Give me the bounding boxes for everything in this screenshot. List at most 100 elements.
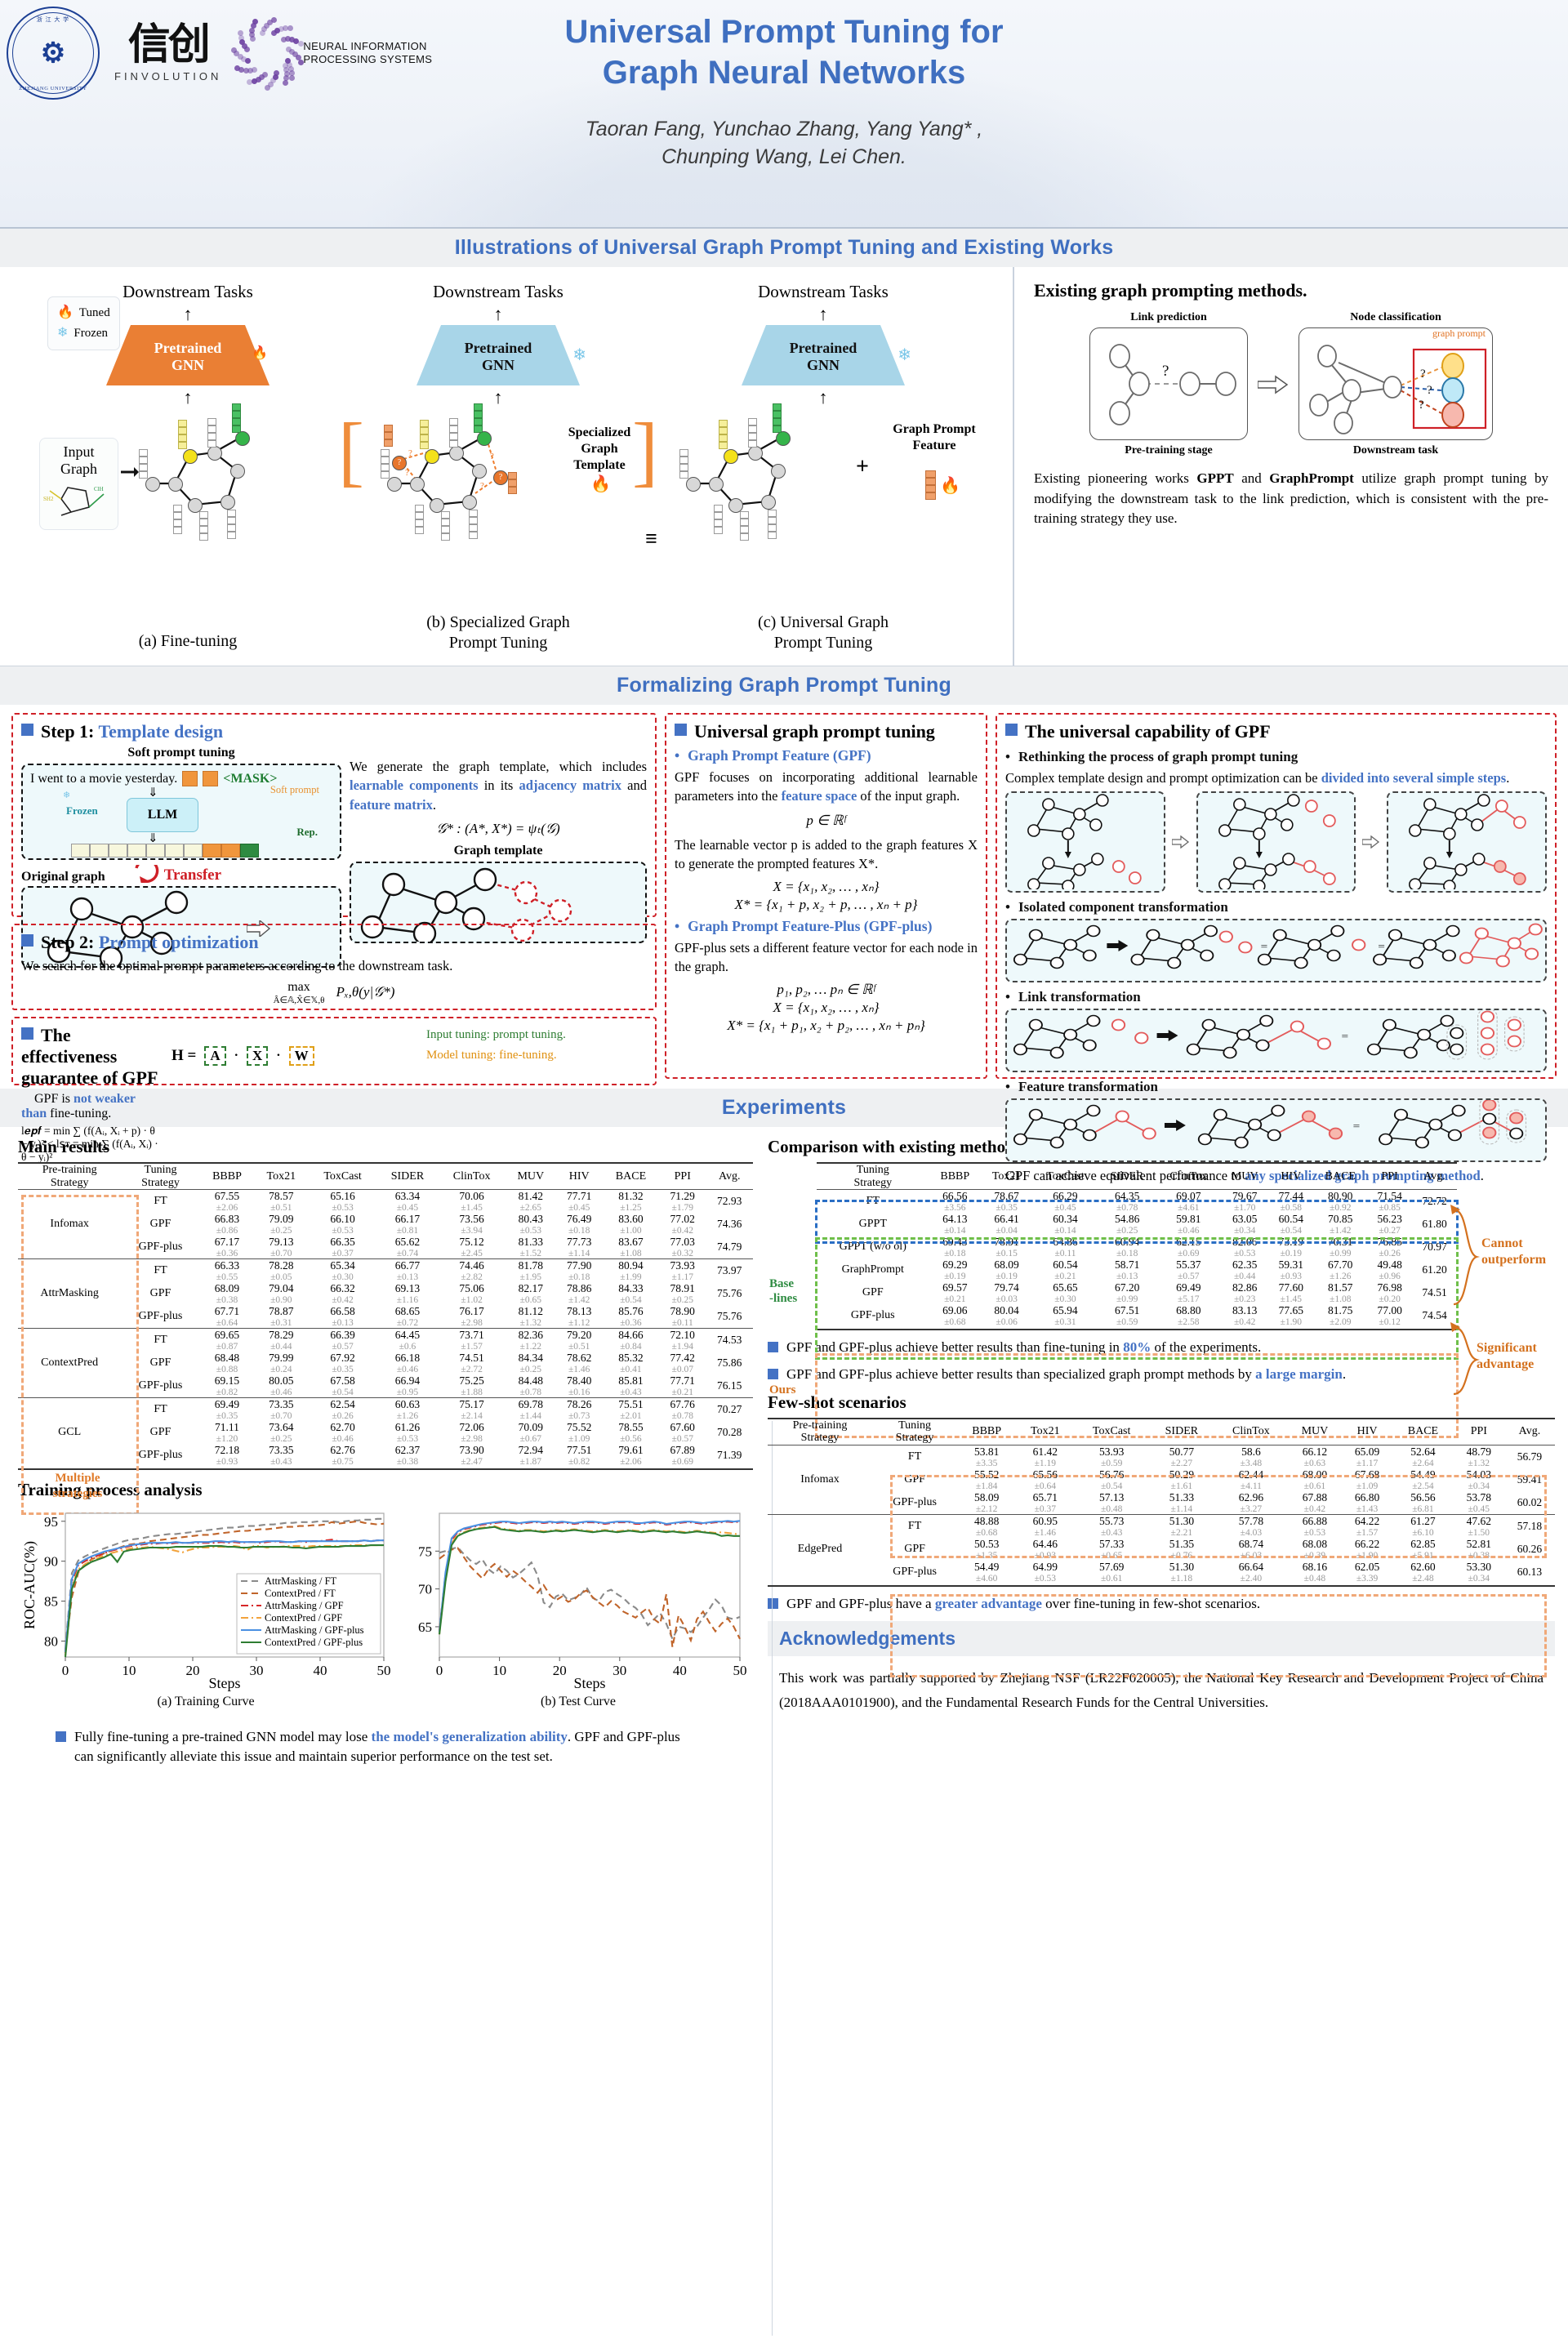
table-cell-std: ±1.20	[216, 1434, 238, 1445]
table-cell-std: ±0.25	[270, 1226, 292, 1236]
svg-text:20: 20	[186, 1663, 200, 1678]
table-cell-std: ±1.43	[1356, 1503, 1379, 1514]
table-cell-std: ±0.93	[1280, 1272, 1303, 1282]
table-cell-std: ±1.17	[1356, 1458, 1379, 1468]
effectiveness-right: H = A · X · W	[172, 1025, 416, 1066]
svg-text:?: ?	[490, 452, 494, 461]
table-cell: 74.46	[459, 1259, 484, 1272]
panel-c-gnn-trapezoid: Pretrained GNN	[742, 325, 905, 385]
capability-heading: The universal capability of GPF	[1005, 721, 1547, 742]
bottom-note-bullet-square	[56, 1731, 66, 1743]
panel-b-caption: (b) Specialized Graph Prompt Tuning	[426, 613, 570, 652]
down-arrow-icon-2: ⇓	[148, 832, 158, 845]
table-cell-std: ±0.46	[396, 1365, 419, 1375]
table-cell: 81.12	[518, 1305, 543, 1318]
col-header-muv: MUV	[517, 1169, 545, 1183]
col-header-toxcast: ToxCast	[323, 1169, 362, 1183]
step1-text: We generate the graph template, which in…	[350, 759, 647, 813]
table-cell-std: ±1.22	[519, 1342, 542, 1352]
col-header-ppi: PPI	[674, 1169, 691, 1183]
table-cell-std: ±0.34	[1468, 1481, 1490, 1491]
tuning-label: FT	[154, 1334, 167, 1347]
col-header-hiv: HIV	[568, 1169, 590, 1183]
table-cell-std: ±2.40	[1240, 1573, 1263, 1584]
table-cell-std: ±1.79	[671, 1203, 693, 1214]
cannot-outperform-annotation: Cannot outperform	[1481, 1236, 1547, 1267]
svg-text:?: ?	[1419, 399, 1424, 412]
step1-box: Step 1: Template design Soft prompt tuni…	[11, 713, 657, 970]
table-cell: 64.45	[394, 1329, 421, 1342]
table-cell-std: ±0.19	[944, 1272, 966, 1282]
table-row-std: ±0.68 ±0.06 ±0.31 ±0.59 ±2.58 ±0.42 ±1.90 ±2.09…	[817, 1317, 1457, 1327]
table-cell: 78.91	[670, 1282, 695, 1295]
panel-b-graph-edges: ? ? ? ?	[394, 437, 497, 506]
existing-methods-diagram: Link prediction ?	[1032, 311, 1550, 457]
table-cell: 66.64	[1238, 1560, 1264, 1573]
table-cell-std: ±0.42	[1303, 1503, 1326, 1514]
keypoint-3-bullet-square	[768, 1597, 778, 1609]
table-cell: 51.35	[1169, 1537, 1195, 1550]
table-cell: 80.94	[618, 1259, 644, 1272]
gpf-eq2: X = {x₁, x₂, … , xₙ}	[773, 878, 880, 894]
table-row-std: ±0.88 ±0.24 ±0.35 ±0.46 ±2.72 ±0.25 ±1.46 ±0.41…	[18, 1365, 753, 1374]
baselines-label: Base -lines	[769, 1277, 798, 1305]
table-cell: 68.74	[1238, 1537, 1264, 1550]
panel-a-caption: (a) Fine-tuning	[138, 632, 238, 650]
gpf-eq1: p ∈ ℝᶠ	[806, 812, 846, 828]
avg-cell: 57.18	[1517, 1519, 1543, 1532]
table-cell-std: ±0.32	[671, 1249, 693, 1259]
avg-cell: 56.79	[1517, 1450, 1543, 1463]
rethinking-bullet: Rethinking the process of graph prompt t…	[1005, 749, 1547, 765]
col-header-pretrain: Pre-training Strategy	[42, 1164, 97, 1189]
table-cell-std: ±0.81	[396, 1226, 419, 1236]
table-cell: 78.55	[618, 1421, 644, 1434]
step2-formula-sub: Â∈𝔸,X̂∈𝕏,θ	[273, 996, 325, 1006]
table-cell-std: ±0.24	[270, 1365, 292, 1375]
effectiveness-box: The effectiveness guarantee of GPF GPF i…	[11, 1017, 657, 1163]
tuning-label: GPF-plus	[138, 1241, 183, 1254]
table-cell-std: ±0.37	[1034, 1503, 1057, 1514]
table-cell-std: ±1.57	[461, 1342, 483, 1352]
table-cell-std: ±0.18	[568, 1272, 590, 1283]
table-cell: 62.54	[330, 1398, 355, 1411]
original-graph-header: Original graph Transfer	[21, 858, 341, 884]
table-row: GPF 68.48 79.99 67.92 66.18 74.51 84.34 78.62 85…	[18, 1352, 753, 1369]
link-prediction-graph: ?	[1109, 344, 1236, 425]
comparison-ft-highlight	[815, 1200, 1459, 1244]
svg-text:?: ?	[405, 468, 409, 478]
table-cell: 66.35	[330, 1236, 355, 1249]
table-cell: 85.76	[618, 1305, 644, 1318]
table-cell: 67.89	[670, 1444, 695, 1457]
table-cell-std: ±0.19	[996, 1272, 1018, 1282]
table-cell-std: ±0.11	[1054, 1249, 1076, 1259]
table-row: Infomax FT 53.81 61.42 53.93 50.77 58.6 66.12 65…	[768, 1445, 1555, 1486]
svg-text:65: 65	[418, 1619, 432, 1635]
svg-text:=: =	[1261, 941, 1268, 953]
keypoint-2-bullet-square	[768, 1369, 778, 1380]
table-cell-std: ±0.54	[620, 1295, 642, 1306]
finvolution-logo: 信创 FINVOLUTION	[114, 24, 221, 82]
panel-universal: Downstream Tasks ↑ Pretrained GNN ❄ ↑	[668, 282, 978, 652]
panel-c-gnn-label: Pretrained GNN	[789, 340, 858, 373]
keypoint-3-text: GPF and GPF-plus have a greater advantag…	[786, 1595, 1261, 1611]
table-cell: 81.33	[518, 1236, 543, 1249]
col-header-tuning: Tuning Strategy	[853, 1164, 893, 1189]
table-row-std: ±0.35 ±0.70 ±0.26 ±1.26 ±2.14 ±1.44 ±0.73 ±2.01…	[18, 1411, 753, 1421]
svg-text:40: 40	[673, 1663, 687, 1678]
table-cell: 82.36	[518, 1329, 543, 1342]
tuning-label: GPPT (w/o ol)	[839, 1241, 906, 1254]
comparison-title: Comparison with existing methods	[768, 1137, 1022, 1156]
table-cell: 69.13	[394, 1282, 421, 1295]
table-cell: 47.62	[1466, 1514, 1491, 1527]
table-cell-std: ±0.6	[399, 1342, 416, 1352]
table-row: Infomax FT 67.55 78.57 65.16 63.34 70.06 81.42 7…	[18, 1189, 753, 1230]
table-cell-std: ±0.78	[671, 1411, 693, 1422]
table-row: AttrMasking FT 66.33 78.28 65.34 66.77 74.46 81…	[18, 1258, 753, 1299]
table-cell: 81.42	[518, 1190, 543, 1203]
table-cell: 71.29	[670, 1190, 695, 1203]
avg-cell: 70.28	[717, 1426, 742, 1439]
table-row-std: ±2.12 ±0.37 ±0.48 ±1.14 ±3.27 ±0.42 ±1.43 ±6.81…	[768, 1504, 1555, 1515]
table-cell: 80.05	[269, 1374, 294, 1388]
svg-text:SH2: SH2	[43, 496, 54, 502]
